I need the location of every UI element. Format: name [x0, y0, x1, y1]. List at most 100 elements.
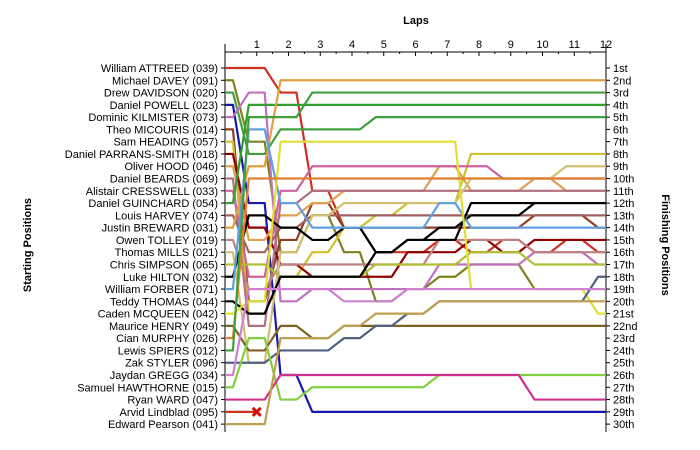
starting-position-label: Michael DAVEY (091) [112, 75, 218, 87]
starting-position-label: Daniel POWELL (023) [110, 100, 218, 112]
x-tick-label: 9 [508, 39, 514, 51]
finishing-position-label: 3rd [613, 88, 629, 100]
plot-frame [224, 44, 607, 432]
finishing-position-label: 29th [613, 407, 634, 419]
series-line [225, 103, 606, 205]
series-line [225, 165, 606, 278]
starting-position-label: Arvid Lindblad (095) [120, 407, 218, 419]
x-tick-label: 4 [349, 39, 355, 51]
starting-position-label: Oliver HOOD (046) [124, 161, 218, 173]
finishing-position-label: 5th [613, 112, 628, 124]
series-line [225, 324, 606, 352]
x-axis-title: Laps [403, 15, 429, 27]
starting-position-label: Lewis SPIERS (012) [118, 345, 218, 357]
starting-position-label: Sam HEADING (057) [113, 137, 218, 149]
finishing-position-label: 19th [613, 284, 634, 296]
x-tick-label: 11 [569, 39, 580, 51]
x-tick-label: 5 [381, 39, 387, 51]
retired-x-icon [251, 406, 262, 417]
finishing-position-label: 6th [613, 124, 628, 136]
finishing-position-label: 30th [613, 419, 634, 431]
starting-position-label: Caden MCQUEEN (042) [98, 309, 218, 321]
series-line [225, 337, 606, 401]
starting-position-label: Alistair CRESSWELL (033) [86, 186, 218, 198]
y-axis-title-left: Starting Positions [22, 198, 34, 292]
starting-position-label: Daniel BEARDS (069) [110, 174, 218, 186]
x-tick-label: 12 [600, 39, 612, 51]
series-line [225, 128, 606, 291]
finishing-position-label: 4th [613, 100, 628, 112]
y-axis-title-right: Finishing Positions [659, 194, 671, 295]
finishing-position-labels: 1st2nd3rd4th5th6th7th8th9th10th11th12th1… [606, 63, 637, 431]
series-lines [225, 66, 606, 426]
finishing-position-label: 13th [613, 210, 634, 222]
finishing-position-label: 22nd [613, 321, 637, 333]
finishing-position-label: 25th [613, 358, 634, 370]
retired-x-stroke [251, 406, 262, 417]
series-line [225, 287, 606, 377]
x-tick-label: 6 [412, 39, 418, 51]
series-line [225, 79, 606, 229]
series-line [225, 201, 606, 315]
finishing-position-label: 15th [613, 235, 634, 247]
starting-position-label: Edward Pearson (041) [108, 419, 218, 431]
starting-position-label: Cian MURPHY (026) [116, 333, 218, 345]
finishing-position-label: 10th [613, 174, 634, 186]
x-axis-ticks: 1 2 3 4 5 6 7 8 9 10 11 12 [240, 39, 612, 56]
finishing-position-label: 27th [613, 382, 634, 394]
finishing-position-label: 14th [613, 223, 634, 235]
finishing-position-label: 21st [613, 309, 634, 321]
starting-position-label: Ryan WARD (047) [127, 395, 218, 407]
finishing-position-label: 1st [613, 63, 628, 75]
starting-position-label: William FORBER (071) [105, 284, 218, 296]
x-tick-label: 2 [285, 39, 291, 51]
x-tick-label: 10 [536, 39, 548, 51]
finishing-position-label: 8th [613, 149, 628, 161]
starting-position-label: Jaydan GREGG (034) [110, 370, 218, 382]
finishing-position-label: 17th [613, 259, 634, 271]
starting-position-label: Thomas MILLS (021) [115, 247, 218, 259]
finishing-position-label: 9th [613, 161, 628, 173]
starting-position-label: Maurice HENRY (049) [109, 321, 218, 333]
starting-position-label: Luke HILTON (032) [123, 272, 218, 284]
finishing-position-label: 26th [613, 370, 634, 382]
x-tick-label: 8 [476, 39, 482, 51]
series-line [225, 103, 606, 413]
finishing-position-label: 16th [613, 247, 634, 259]
series-line [225, 66, 606, 254]
starting-position-label: Louis HARVEY (074) [115, 210, 218, 222]
starting-position-label: Daniel PARRANS-SMITH (018) [65, 149, 218, 161]
series-line [225, 214, 606, 254]
starting-position-label: Dominic KILMISTER (073) [88, 112, 218, 124]
finishing-position-label: 23rd [613, 333, 635, 345]
starting-position-label: Owen TOLLEY (019) [116, 235, 218, 247]
finishing-position-label: 20th [613, 296, 634, 308]
starting-position-label: Daniel GUINCHARD (054) [88, 198, 218, 210]
starting-position-label: Theo MICOURIS (014) [106, 124, 218, 136]
finishing-position-label: 12th [613, 198, 634, 210]
starting-position-labels: William ATTREED (039)Michael DAVEY (091)… [65, 63, 225, 431]
series-line [225, 177, 606, 340]
starting-position-label: Zak STYLER (096) [125, 358, 218, 370]
finishing-position-label: 2nd [613, 75, 631, 87]
series-line [225, 373, 606, 401]
starting-position-label: Samuel HAWTHORNE (015) [77, 382, 218, 394]
starting-position-label: Chris SIMPSON (065) [110, 259, 218, 271]
starting-position-label: Justin BREWARD (031) [102, 223, 218, 235]
starting-position-label: Teddy THOMAS (044) [110, 296, 218, 308]
annotation-markers [251, 406, 262, 417]
series-line [225, 91, 606, 156]
starting-position-label: William ATTREED (039) [101, 63, 218, 75]
starting-position-label: Drew DAVIDSON (020) [104, 88, 218, 100]
finishing-position-label: 11th [613, 186, 634, 198]
finishing-position-label: 28th [613, 395, 634, 407]
finishing-position-label: 7th [613, 137, 628, 149]
x-tick-label: 7 [444, 39, 450, 51]
finishing-position-label: 18th [613, 272, 634, 284]
finishing-position-label: 24th [613, 345, 634, 357]
series-line [225, 300, 606, 426]
series-line [225, 91, 606, 303]
x-tick-label: 1 [254, 39, 260, 51]
series-line [225, 91, 606, 352]
